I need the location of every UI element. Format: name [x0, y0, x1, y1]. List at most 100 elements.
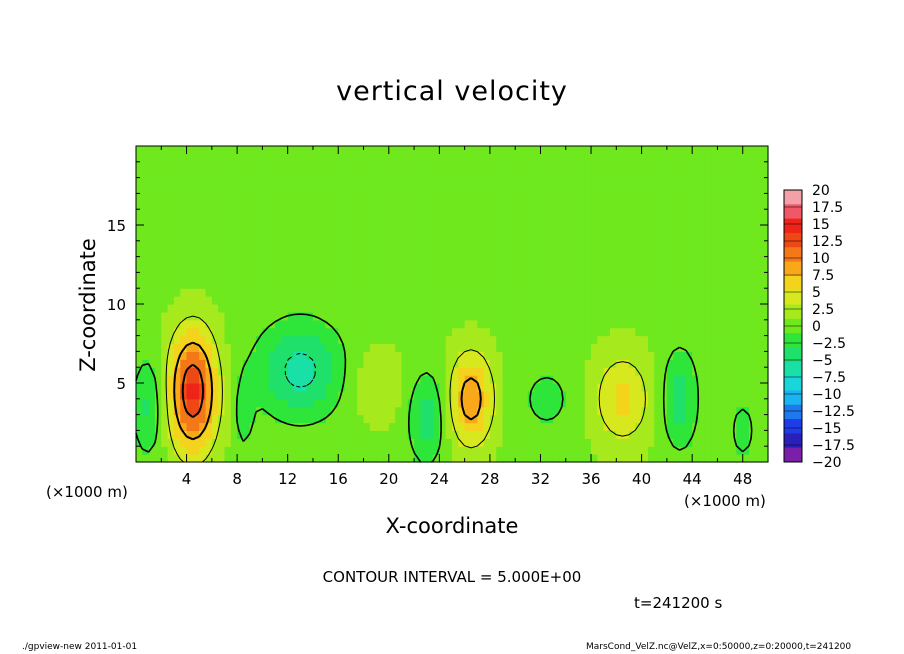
heat-cell [237, 390, 245, 400]
heat-cell [205, 153, 213, 163]
heat-cell [685, 288, 693, 297]
heat-cell [559, 454, 567, 463]
heat-cell [635, 383, 643, 392]
heat-cell [521, 177, 529, 187]
colorbar-band [784, 333, 802, 348]
heat-cell [388, 217, 396, 226]
heat-cell [376, 406, 384, 416]
heat-cell [666, 217, 674, 226]
heat-cell [445, 177, 453, 187]
heat-cell [635, 280, 643, 289]
heat-cell [294, 311, 301, 321]
heat-cell [717, 193, 725, 202]
heat-cell [312, 414, 320, 424]
heat-cell [376, 201, 384, 210]
heat-cell [300, 319, 308, 329]
heat-cell [312, 288, 320, 297]
heat-cell [142, 335, 150, 345]
heat-cell [306, 359, 314, 368]
heat-cell [508, 177, 516, 187]
heat-cell [148, 193, 156, 202]
heat-cell [591, 390, 598, 400]
heat-cell [704, 201, 712, 210]
heat-cell [704, 304, 712, 313]
heat-cell [363, 193, 371, 202]
heat-cell [698, 272, 706, 281]
heat-cell [401, 327, 409, 337]
heat-cell [749, 296, 756, 305]
heat-cell [331, 248, 339, 258]
heat-cell [325, 390, 333, 400]
heat-cell [546, 288, 554, 297]
heat-cell [205, 383, 213, 392]
heat-cell [635, 351, 643, 360]
heat-cell [205, 446, 213, 455]
heat-cell [730, 383, 737, 392]
heat-cell [584, 256, 592, 266]
heat-cell [654, 406, 662, 416]
heat-cell [312, 177, 320, 187]
heat-cell [527, 209, 535, 218]
heat-cell [224, 169, 232, 179]
heat-cell [578, 446, 586, 455]
heat-cell [477, 406, 485, 416]
heat-cell [452, 296, 459, 305]
heat-cell [698, 335, 706, 345]
heat-cell [591, 280, 598, 289]
heat-cell [382, 454, 390, 463]
heat-cell [369, 225, 377, 234]
heat-cell [433, 146, 440, 155]
heat-cell [464, 217, 472, 226]
heat-cell [603, 430, 611, 439]
heat-cell [376, 422, 384, 431]
heat-cell [401, 264, 409, 273]
heat-cell [287, 375, 295, 384]
heat-cell [483, 256, 491, 266]
heat-cell [508, 240, 516, 250]
heat-cell [167, 161, 175, 171]
heat-cell [445, 296, 453, 305]
heat-cell [654, 272, 662, 281]
heat-cell [237, 288, 245, 297]
heat-cell [464, 296, 472, 305]
heat-cell [142, 280, 150, 289]
heat-cell [237, 146, 245, 155]
heat-cell [224, 248, 232, 258]
heat-cell [761, 375, 769, 384]
heat-cell [730, 335, 737, 345]
heat-cell [205, 367, 213, 376]
heat-cell [654, 311, 662, 321]
heat-cell [534, 375, 542, 384]
heat-cell [344, 311, 352, 321]
heat-cell [534, 264, 542, 273]
heat-cell [679, 185, 687, 194]
heat-cell [666, 406, 674, 416]
heat-cell [597, 319, 605, 329]
heat-cell [230, 280, 238, 289]
heat-cell [445, 319, 453, 329]
heat-cell [281, 319, 289, 329]
heat-cell [167, 201, 175, 210]
heat-cell [521, 146, 529, 155]
heat-cell [230, 359, 238, 368]
heat-cell [559, 272, 567, 281]
heat-cell [515, 296, 523, 305]
heat-cell [603, 296, 611, 305]
heat-cell [420, 225, 428, 234]
heat-cell [173, 367, 181, 376]
heat-cell [211, 240, 219, 250]
heat-cell [616, 193, 624, 202]
heat-cell [578, 272, 586, 281]
heat-cell [521, 153, 529, 163]
heat-cell [673, 256, 681, 266]
heat-cell [673, 311, 681, 321]
heat-cell [704, 264, 712, 273]
heat-cell [268, 422, 276, 431]
heat-cell [489, 375, 497, 384]
heat-cell [319, 256, 327, 266]
heat-cell [142, 264, 150, 273]
heat-cell [647, 248, 655, 258]
colorbar-label: −2.5 [812, 336, 846, 352]
heat-cell [319, 169, 327, 179]
heat-cell [515, 201, 523, 210]
